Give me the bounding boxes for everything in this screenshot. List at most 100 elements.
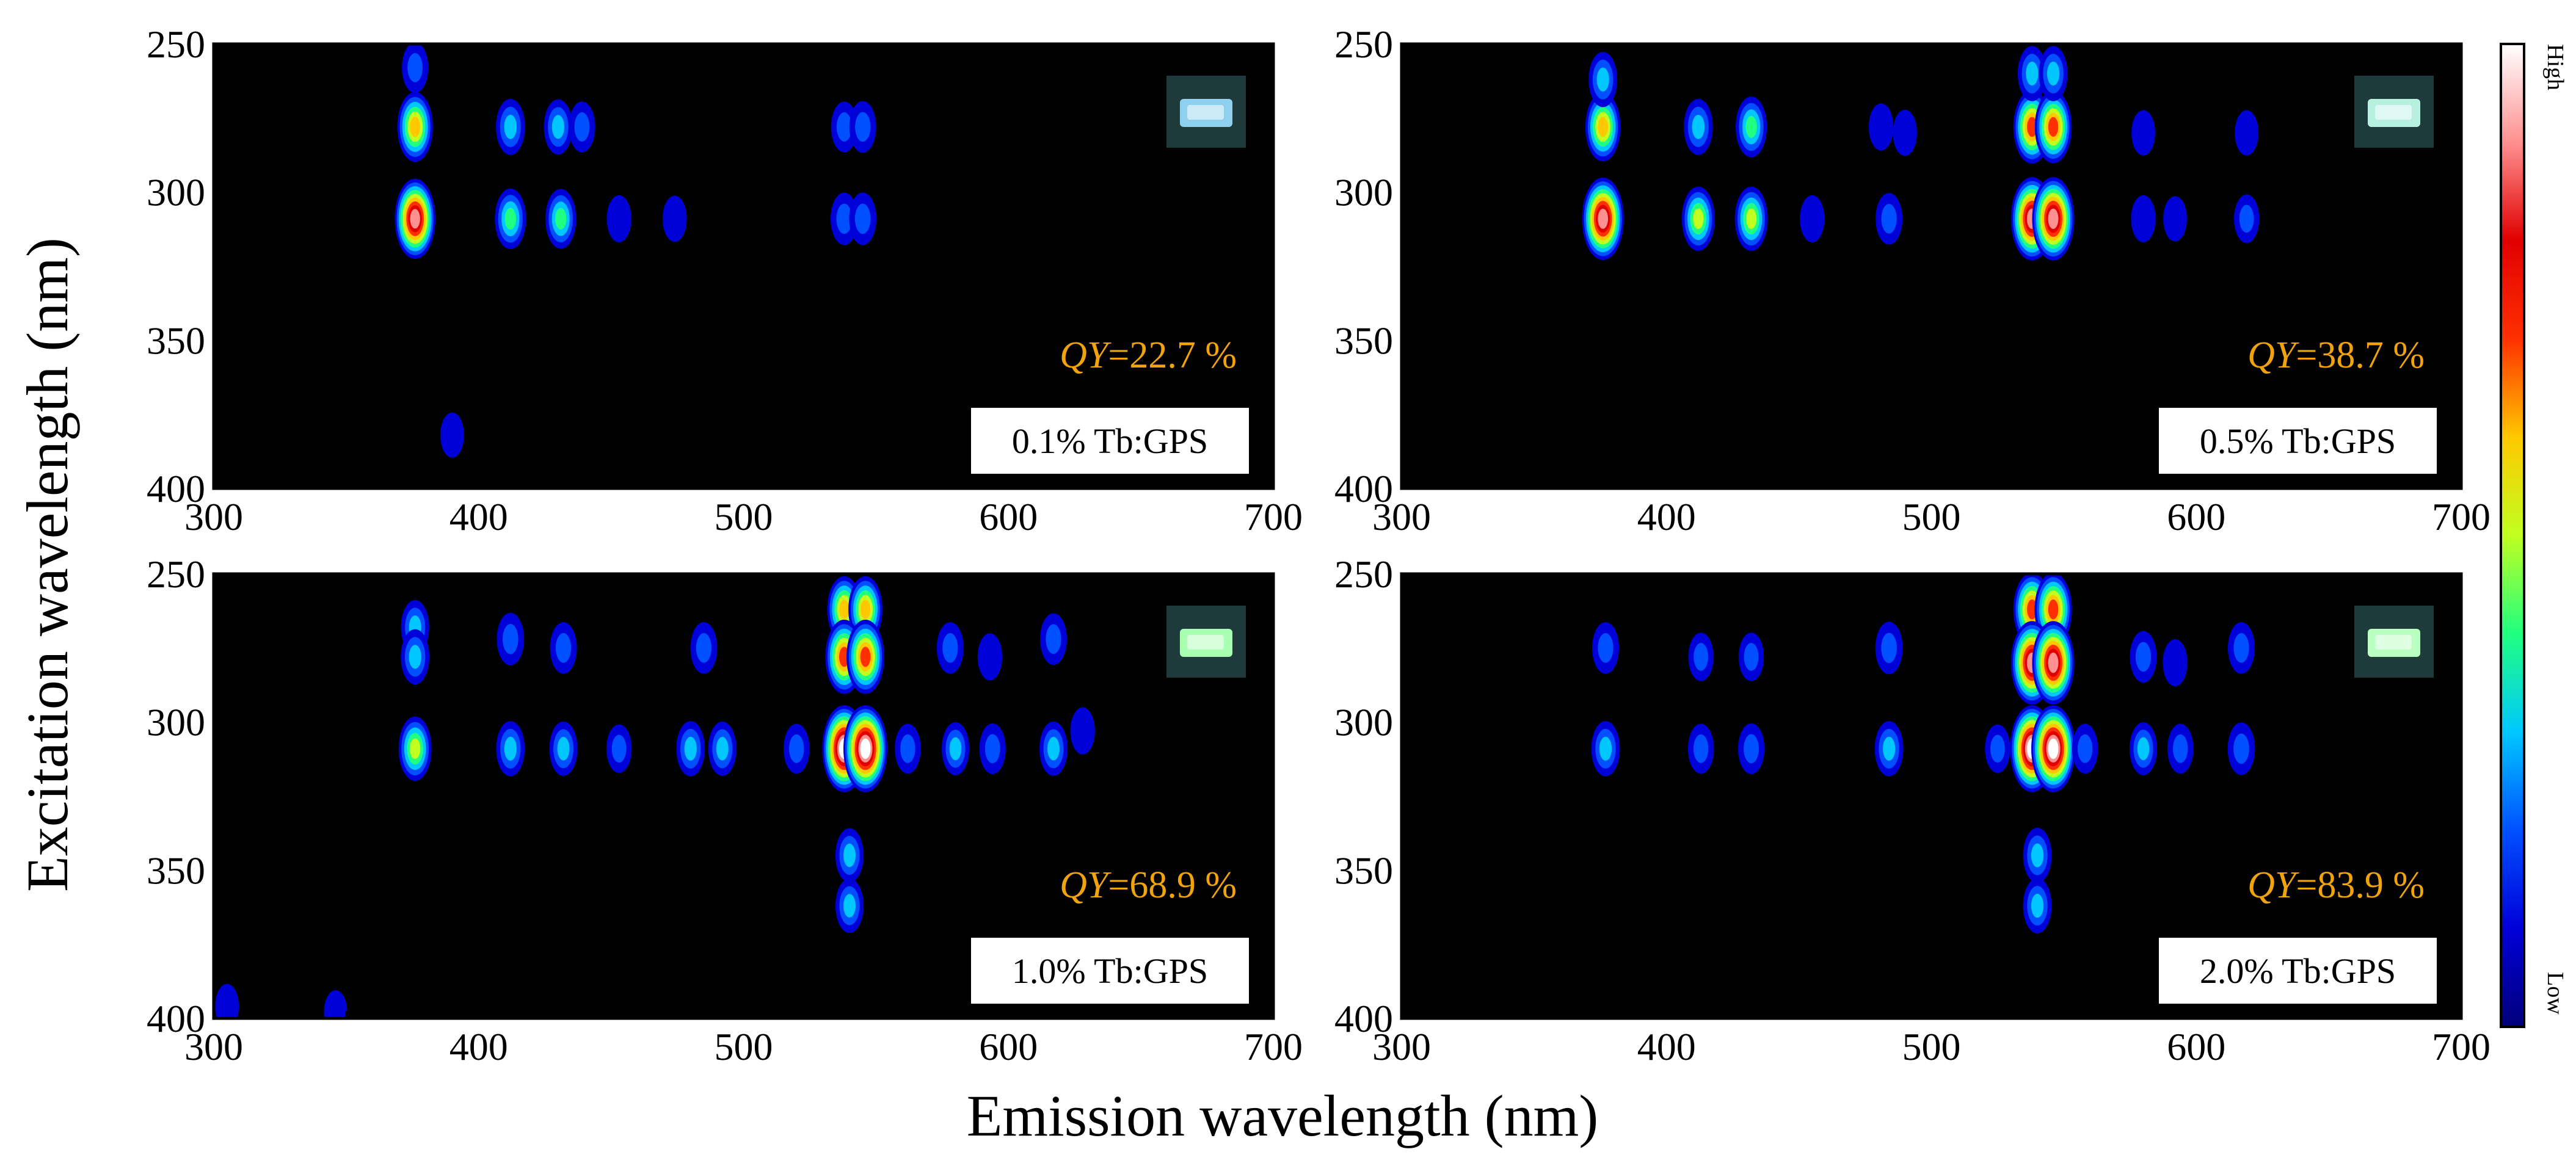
x-tick-label: 300 [184,1025,243,1068]
peak-2 [401,629,430,685]
peak-18 [2023,878,2052,933]
peak-4 [1684,98,1713,155]
y-tick-label: 350 [1334,319,1393,362]
peak-16 [2072,723,2098,774]
quantum-yield: QY=68.9 % [1060,864,1237,906]
y-tick-label: 400 [147,467,205,510]
peak-10 [676,721,705,777]
y-tick-label: 400 [1334,997,1393,1040]
qy-prefix: QY [1060,335,1112,376]
colorbar-low-label: Low [2542,972,2568,1015]
peak-25 [977,633,1003,681]
y-tick-label: 350 [1334,849,1393,892]
peak-9 [690,622,718,674]
x-tick-label: 400 [449,495,508,538]
peak-30 [324,990,347,1018]
quantum-yield: QY=83.9 % [2247,864,2425,906]
peak-4 [497,612,525,665]
peak-2 [1582,177,1624,260]
peak-19 [895,723,921,774]
peak-20 [835,828,864,883]
peak-3 [1688,632,1714,681]
y-tick-label: 300 [1334,171,1393,214]
peak-22 [936,622,964,674]
y-tick-label: 300 [1334,701,1393,744]
peak-21 [2167,723,2194,774]
peak-5 [495,188,526,250]
peak-5 [1738,632,1764,681]
peak-1 [397,92,433,162]
qy-prefix: QY [1060,864,1112,906]
peak-6 [1735,96,1767,158]
qy-value: =83.9 % [2296,864,2425,906]
sample-photo [2354,606,2434,678]
y-tick-label: 250 [147,23,205,66]
peak-14 [849,192,877,245]
y-tick-label: 350 [147,849,205,892]
peak-21 [835,879,864,933]
sample-label-box [2159,938,2437,1004]
x-tick-label: 500 [715,1025,773,1068]
peaks [215,576,1095,1018]
peak-7 [545,189,577,249]
peak-2 [1591,721,1620,777]
peak-8 [1874,721,1904,777]
x-tick-label: 600 [2167,495,2225,538]
peak-11 [708,721,737,776]
peak-18 [784,723,810,774]
y-tick-label: 400 [147,997,205,1040]
colorbar-high-label: High [2542,44,2568,90]
peak-7 [1875,621,1903,675]
peak-16 [2017,46,2047,101]
colorbar: High Low [2500,43,2568,1028]
peak-24 [2227,722,2255,775]
peak-18 [2131,195,2156,242]
peak-8 [606,724,632,774]
peak-27 [1039,721,1068,776]
x-tick-label: 700 [1244,1025,1303,1068]
peak-20 [2163,196,2187,242]
peaks [1582,46,2260,261]
x-tick-label: 600 [979,1025,1038,1068]
peak-4 [496,98,525,155]
x-tick-label: 300 [184,495,243,538]
peak-1 [1592,622,1619,674]
y-tick-label: 300 [147,701,205,744]
sample-photo [2354,76,2434,148]
peak-3 [398,716,432,781]
peak-19 [2130,631,2157,683]
peak-29 [215,984,239,1018]
peak-17 [843,705,888,792]
sample-label-box [971,938,1249,1004]
peak-6 [1737,723,1765,774]
y-tick-label: 400 [1334,467,1393,510]
quantum-yield: QY=22.7 % [1060,335,1237,376]
peak-3 [1588,51,1618,107]
x-tick-label: 700 [2432,495,2490,538]
peak-26 [1040,613,1067,665]
peak-5 [1681,186,1715,252]
sample-label: 2.0% Tb:GPS [2200,951,2396,991]
peak-23 [942,722,969,775]
y-tick-label: 300 [147,171,205,214]
sample-label-box [2159,408,2437,474]
x-tick-label: 500 [1902,1025,1961,1068]
peak-21 [2233,194,2260,244]
peak-4 [1687,723,1714,774]
sample-photo [1166,76,1246,148]
sample-label-box [971,408,1249,474]
peak-15 [440,412,464,458]
qy-value: =68.9 % [1108,864,1237,906]
x-tick-label: 300 [1372,495,1431,538]
x-tick-label: 600 [979,495,1038,538]
peak-7 [549,721,578,776]
sample-label: 1.0% Tb:GPS [1012,951,1208,991]
peak-9 [1868,103,1894,151]
peak-3 [402,44,429,93]
peak-20 [2130,722,2157,775]
